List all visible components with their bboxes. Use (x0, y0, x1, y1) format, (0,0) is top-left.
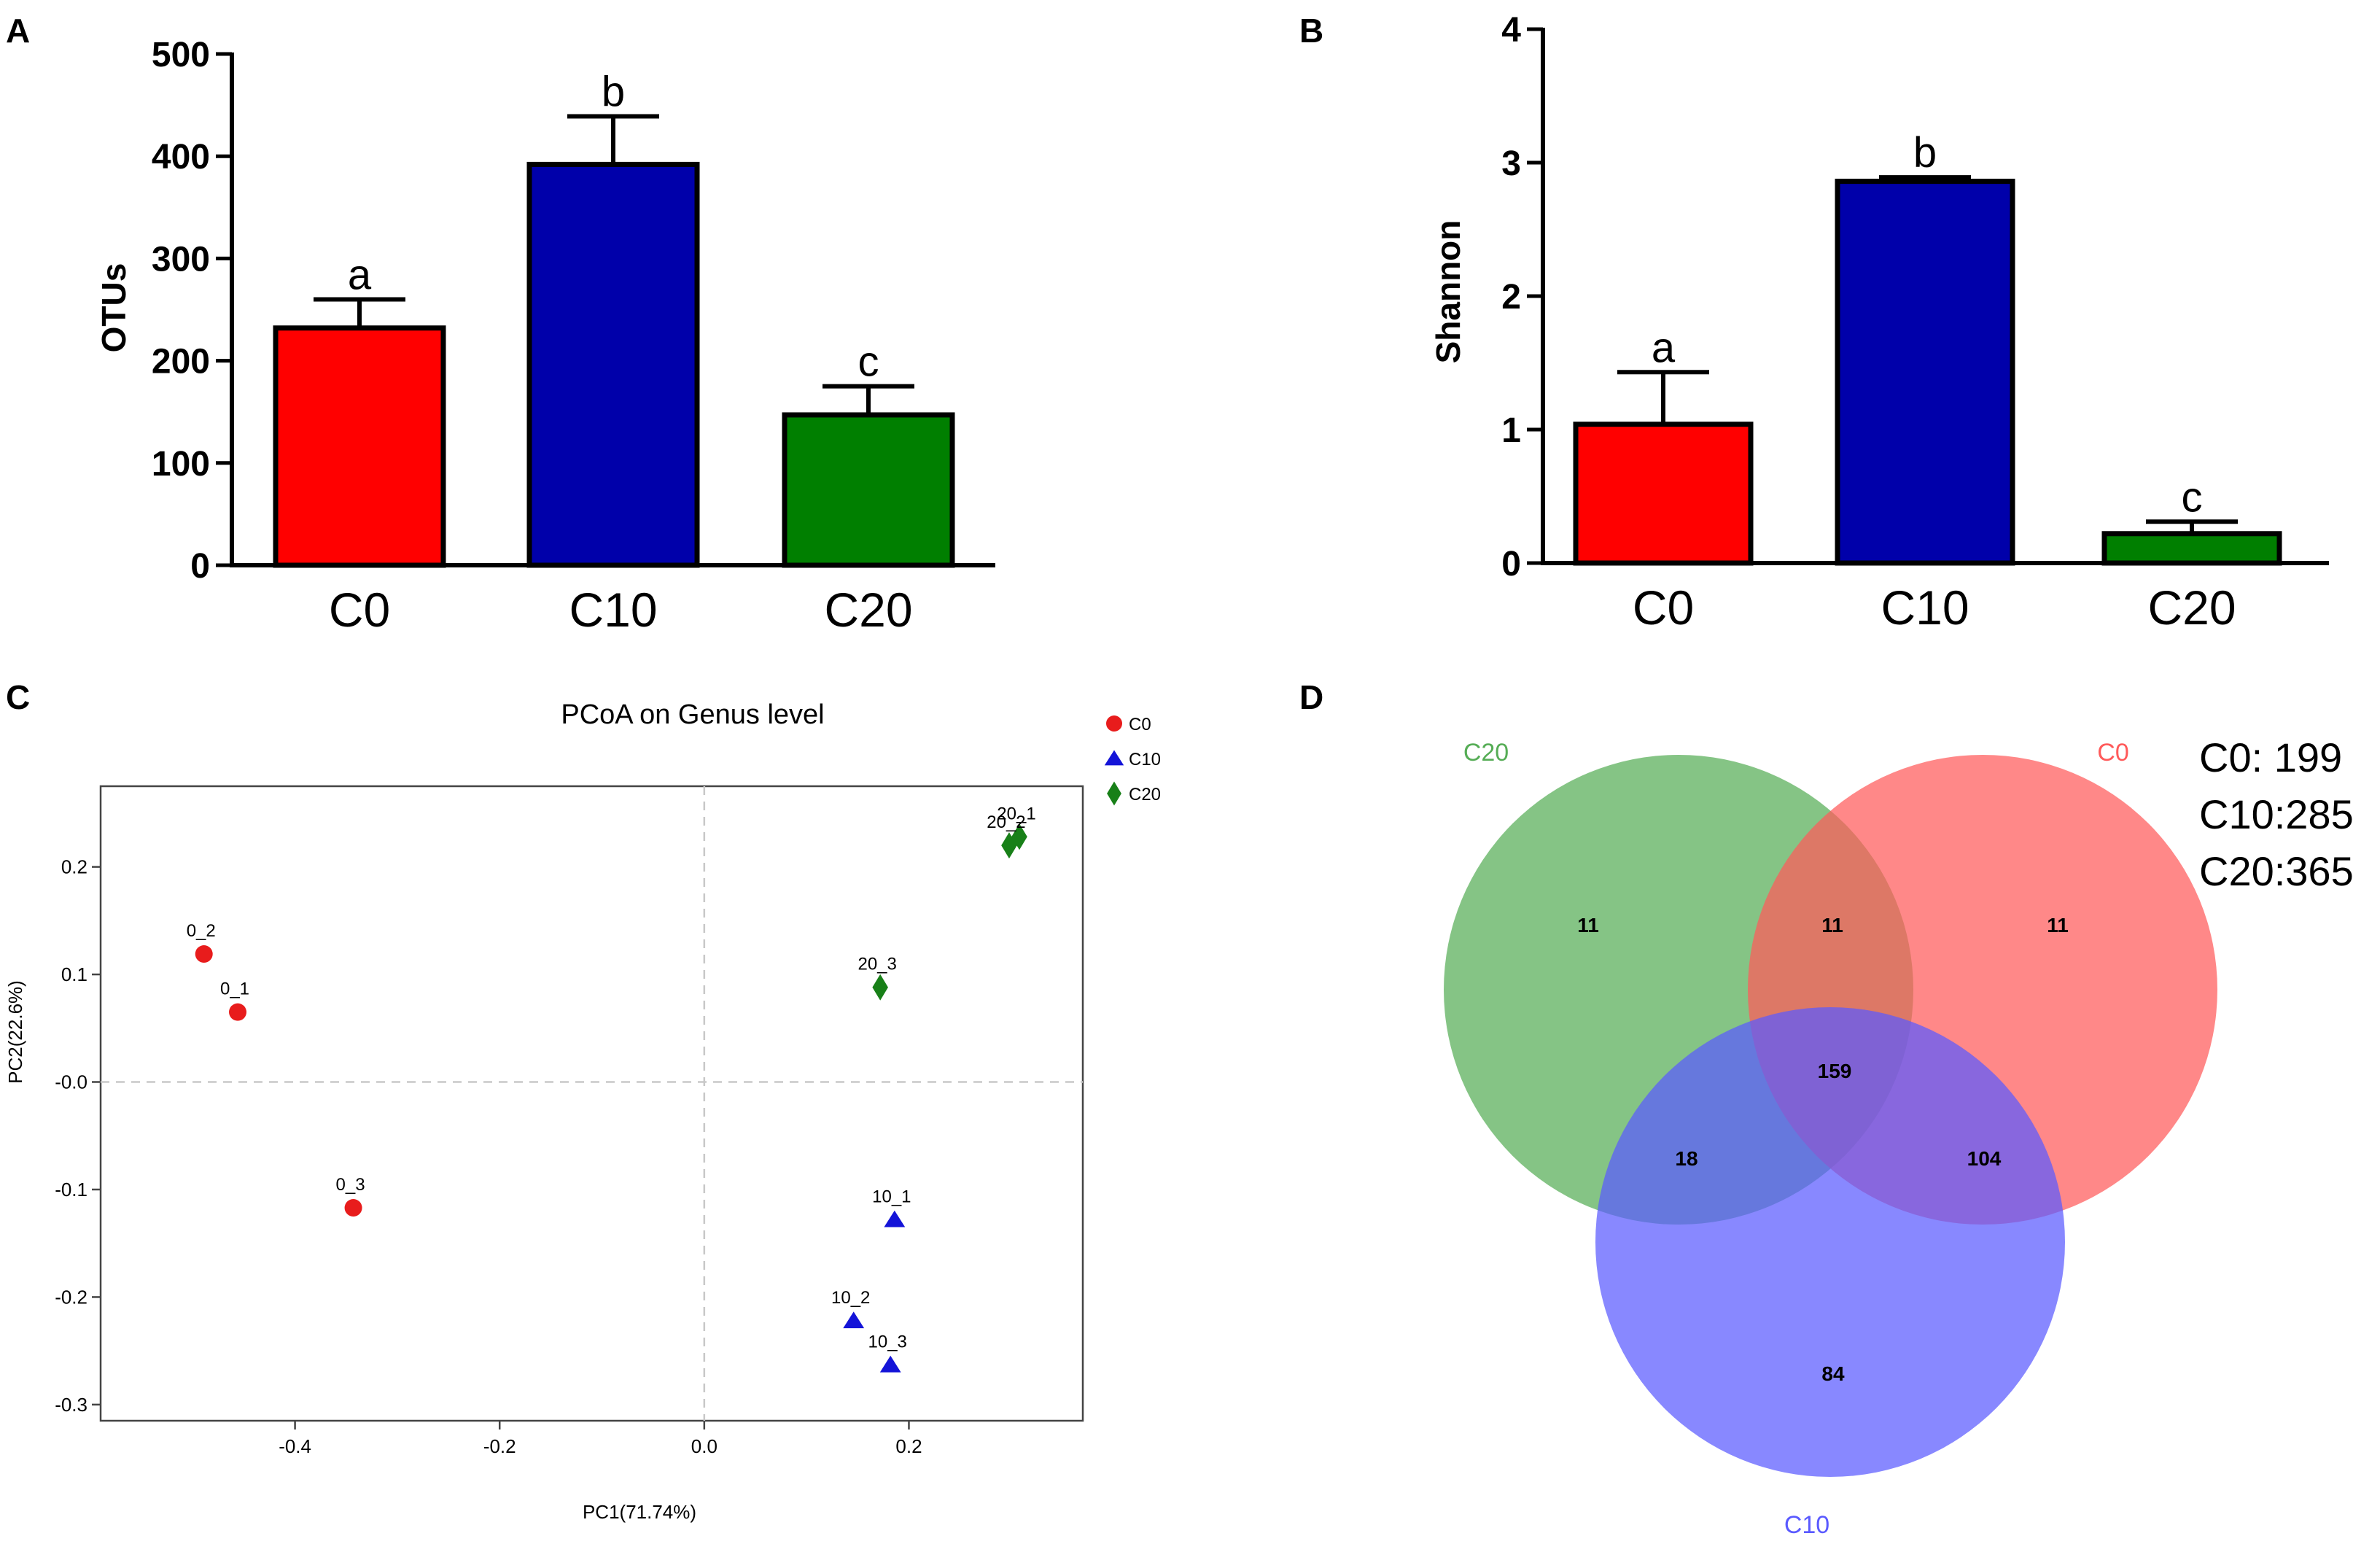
pcoa-x-tick-label: 0.0 (691, 1435, 718, 1457)
pcoa-legend-label: C10 (1129, 750, 1161, 769)
pcoa-point-20-3 (872, 974, 888, 1001)
otus-bar-chart: OTUs 0 100 200 300 400 500 a C0 b C10 c C20 (95, 36, 995, 637)
pcoa-plot-frame (99, 785, 1084, 1422)
pcoa-point-10-2 (843, 1311, 865, 1329)
pcoa-point-label: 20_1 (997, 804, 1035, 823)
venn-region-c10: 84 (1821, 1362, 1845, 1385)
shannon-y-tick-label: 1 (1501, 411, 1521, 450)
shannon-significance-letter: b (1913, 129, 1937, 176)
pcoa-y-tick-label: -0.1 (55, 1179, 88, 1200)
pcoa-x-tick-label: -0.4 (279, 1435, 311, 1457)
otus-bar-c0 (273, 325, 446, 568)
shannon-y-tick-label: 2 (1501, 278, 1521, 317)
shannon-y-tick-label: 3 (1501, 144, 1521, 183)
pcoa-title: PCoA on Genus level (561, 699, 824, 730)
pcoa-point-label: 0_1 (220, 979, 249, 999)
pcoa-x-tick-label: 0.2 (895, 1435, 922, 1457)
pcoa-point-0-1 (229, 1003, 247, 1021)
venn-set-label-c10: C10 (1784, 1511, 1829, 1539)
otus-y-axis-label: OTUs (95, 263, 133, 353)
pcoa-x-tick-label: -0.2 (483, 1435, 516, 1457)
otus-x-tick-label: C0 (329, 583, 390, 637)
venn-region-c20-c10: 18 (1675, 1147, 1698, 1170)
otus-significance-letter: c (858, 338, 879, 386)
pcoa-y-tick-label: -0.0 (55, 1071, 88, 1093)
otus-significance-letter: a (348, 251, 372, 298)
panel-letter-a: A (6, 12, 30, 50)
pcoa-legend-label: C20 (1129, 785, 1161, 804)
pcoa-point-10-3 (879, 1355, 901, 1373)
pcoa-point-label: 10_2 (831, 1288, 870, 1308)
pcoa-legend-marker-c0 (1106, 715, 1122, 732)
pcoa-y-tick-label: 0.1 (61, 963, 88, 985)
pcoa-scatter-plot: PCoA on Genus level PC1(71.74%) PC2(22.6… (4, 699, 1161, 1523)
shannon-y-axis-label: Shannon (1429, 220, 1467, 364)
shannon-bar-c0 (1573, 422, 1754, 566)
panel-letter-d: D (1299, 678, 1323, 716)
shannon-x-tick-label: C20 (2147, 581, 2236, 635)
otus-y-tick-label: 0 (190, 547, 210, 586)
shannon-significance-letter: a (1652, 324, 1676, 371)
shannon-bar-c20 (2101, 531, 2282, 566)
otus-y-tick-label: 500 (152, 36, 210, 74)
shannon-bar-c10 (1835, 179, 2015, 566)
otus-x-tick-label: C10 (569, 583, 657, 637)
pcoa-point-label: 20_2 (987, 812, 1025, 832)
pcoa-y-tick-label: 0.2 (61, 856, 88, 878)
panel-letter-b: B (1299, 12, 1323, 50)
pcoa-point-0-3 (344, 1199, 362, 1217)
venn-set-label-c20: C20 (1463, 739, 1509, 767)
otus-x-tick-label: C20 (824, 583, 912, 637)
pcoa-point-label: 0_2 (187, 921, 216, 941)
pcoa-point-label: 10_3 (868, 1332, 907, 1351)
otus-y-tick-label: 200 (152, 343, 210, 381)
venn-set-label-c0: C0 (2097, 739, 2128, 767)
otus-bar-c20 (782, 412, 955, 568)
shannon-y-tick-label: 0 (1501, 545, 1521, 583)
pcoa-legend-marker-c10 (1104, 750, 1124, 766)
pcoa-point-10-1 (884, 1210, 906, 1227)
venn-circle-c10 (1595, 1007, 2065, 1477)
shannon-bar-chart: Shannon 0 1 2 3 4 a C0 b C10 c C20 (1429, 11, 2329, 635)
otus-y-tick-label: 300 (152, 240, 210, 279)
pcoa-point-label: 0_3 (336, 1175, 365, 1195)
shannon-significance-letter: c (2182, 473, 2203, 521)
venn-diagram: C0: 199 C10:285 C20:365 C20 C0 C10 11 11 11 15… (1444, 734, 2354, 1539)
venn-region-c20-c0: 11 (1821, 914, 1843, 936)
venn-region-c20: 11 (1577, 914, 1599, 936)
otus-y-tick-label: 400 (152, 138, 210, 176)
pcoa-y-tick-label: -0.3 (55, 1394, 88, 1416)
shannon-x-tick-label: C10 (1881, 581, 1969, 635)
venn-total-c10: C10:285 (2199, 791, 2354, 837)
otus-bar-c10 (526, 161, 700, 568)
venn-total-c0: C0: 199 (2199, 734, 2342, 780)
shannon-x-tick-label: C0 (1633, 581, 1694, 635)
pcoa-point-20-2 (1001, 832, 1017, 859)
pcoa-legend-marker-c20 (1107, 781, 1121, 806)
venn-region-c20-c0-c10: 159 (1818, 1060, 1852, 1082)
pcoa-y-tick-label: -0.2 (55, 1286, 88, 1308)
pcoa-y-axis-label: PC2(22.6%) (4, 980, 26, 1084)
pcoa-point-label: 20_3 (858, 955, 896, 974)
panel-letter-c: C (6, 678, 30, 716)
pcoa-x-axis-label: PC1(71.74%) (583, 1501, 696, 1523)
venn-region-c0: 11 (2047, 914, 2069, 936)
pcoa-point-label: 10_1 (872, 1187, 911, 1206)
venn-region-c0-c10: 104 (1967, 1147, 2002, 1170)
pcoa-point-0-2 (195, 945, 213, 963)
pcoa-legend-label: C0 (1129, 715, 1151, 734)
shannon-y-tick-label: 4 (1501, 11, 1521, 50)
otus-y-tick-label: 100 (152, 445, 210, 484)
venn-total-c20: C20:365 (2199, 848, 2354, 894)
otus-significance-letter: b (602, 69, 625, 116)
